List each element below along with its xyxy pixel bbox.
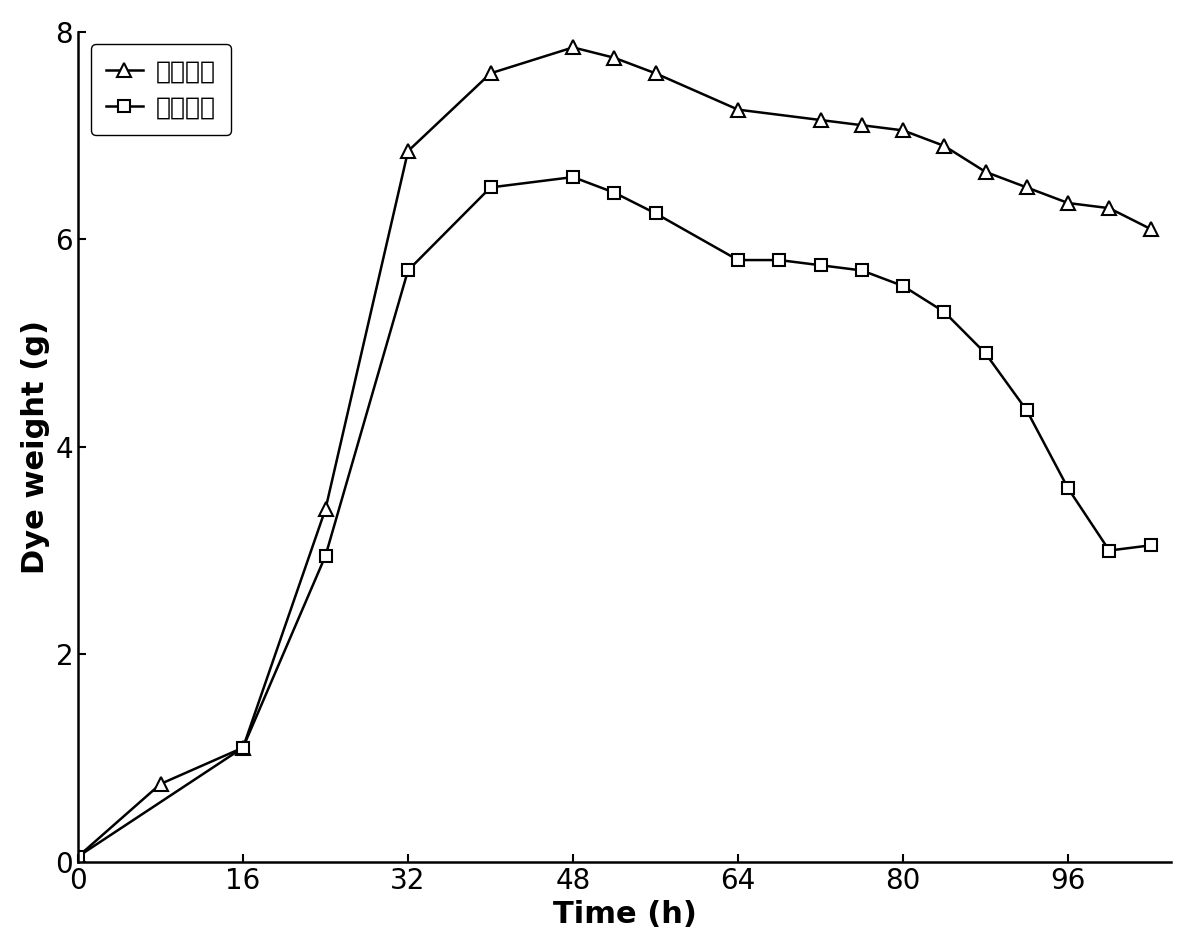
超声处理	[1019, 181, 1033, 193]
超声处理	[1103, 202, 1117, 214]
摇床培养	[1103, 545, 1117, 557]
摇床培养	[1143, 540, 1157, 551]
摇床培养	[236, 742, 250, 753]
摇床培养	[813, 259, 827, 271]
摇床培养	[1061, 483, 1075, 494]
超声处理	[70, 851, 85, 863]
摇床培养	[855, 265, 869, 276]
超声处理	[855, 120, 869, 131]
超声处理	[648, 67, 663, 79]
摇床培养	[566, 171, 581, 182]
超声处理	[566, 42, 581, 53]
摇床培养	[1019, 405, 1033, 416]
摇床培养	[772, 255, 787, 266]
摇床培养	[607, 187, 621, 199]
摇床培养	[318, 550, 333, 561]
超声处理	[401, 145, 415, 157]
摇床培养	[401, 265, 415, 276]
超声处理	[607, 52, 621, 64]
超声处理	[318, 504, 333, 515]
超声处理	[813, 114, 827, 125]
摇床培养	[937, 306, 951, 317]
超声处理	[484, 67, 498, 79]
摇床培养	[484, 181, 498, 193]
超声处理	[1143, 223, 1157, 235]
Legend: 超声处理, 摇床培养: 超声处理, 摇床培养	[91, 45, 230, 135]
超声处理	[896, 124, 911, 136]
X-axis label: Time (h): Time (h)	[553, 901, 696, 929]
摇床培养	[896, 280, 911, 292]
超声处理	[236, 742, 250, 753]
摇床培养	[979, 348, 993, 359]
超声处理	[979, 166, 993, 178]
Y-axis label: Dye weight (g): Dye weight (g)	[20, 320, 50, 574]
摇床培养	[70, 851, 85, 863]
Line: 摇床培养: 摇床培养	[72, 171, 1156, 863]
超声处理	[1061, 198, 1075, 209]
Line: 超声处理: 超声处理	[72, 41, 1157, 864]
超声处理	[731, 104, 745, 115]
摇床培养	[731, 255, 745, 266]
摇床培养	[648, 208, 663, 219]
超声处理	[154, 778, 168, 789]
超声处理	[937, 141, 951, 152]
